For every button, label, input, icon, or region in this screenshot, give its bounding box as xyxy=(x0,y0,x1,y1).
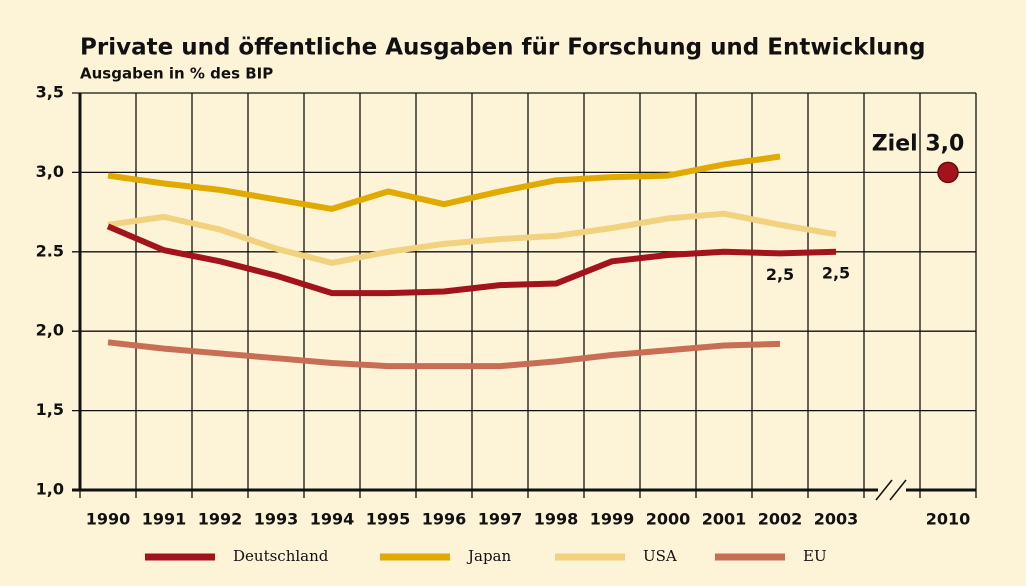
y-tick-label: 1,5 xyxy=(36,400,64,419)
axis-break-mark xyxy=(889,479,907,501)
x-tick-label: 1999 xyxy=(590,510,635,529)
line-series xyxy=(106,223,837,297)
x-tick-label: 1991 xyxy=(142,510,187,529)
x-tick-label: 1994 xyxy=(310,510,355,529)
legend-label: EU xyxy=(803,547,827,565)
x-tick-label: 1998 xyxy=(534,510,579,529)
line-series xyxy=(107,339,781,370)
axis-break-mark xyxy=(875,479,893,501)
x-tick-label: 1996 xyxy=(422,510,467,529)
y-tick-label: 3,5 xyxy=(36,83,64,102)
y-tick-label: 2,0 xyxy=(36,321,64,340)
y-tick-label: 3,0 xyxy=(36,162,64,181)
x-tick-label: 1992 xyxy=(198,510,243,529)
x-tick-label: 2001 xyxy=(702,510,747,529)
axis-break xyxy=(878,486,906,494)
x-tick-label: 1997 xyxy=(478,510,523,529)
y-tick-label: 2.5 xyxy=(36,241,64,260)
x-tick-label: 2002 xyxy=(758,510,803,529)
x-tick-label: 2000 xyxy=(646,510,691,529)
x-tick-label: 2010 xyxy=(926,510,971,529)
line-series xyxy=(107,153,781,212)
chart-subtitle: Ausgaben in % des BIP xyxy=(80,65,273,83)
x-tick-label: 1995 xyxy=(366,510,411,529)
y-tick-label: 1,0 xyxy=(36,480,64,499)
target-dot xyxy=(937,161,959,184)
x-tick-label: 1993 xyxy=(254,510,299,529)
legend-label: Deutschland xyxy=(233,547,329,565)
x-tick-label: 1990 xyxy=(86,510,131,529)
legend-label: Japan xyxy=(466,547,512,565)
x-tick-label: 2003 xyxy=(814,510,859,529)
data-label: 2,5 xyxy=(766,265,794,284)
chart-title: Private und öffentliche Ausgaben für For… xyxy=(80,35,926,61)
annotation: Ziel 3,0 xyxy=(872,131,965,156)
legend-label: USA xyxy=(643,547,677,565)
line-series xyxy=(107,210,837,266)
data-label: 2,5 xyxy=(822,263,850,282)
